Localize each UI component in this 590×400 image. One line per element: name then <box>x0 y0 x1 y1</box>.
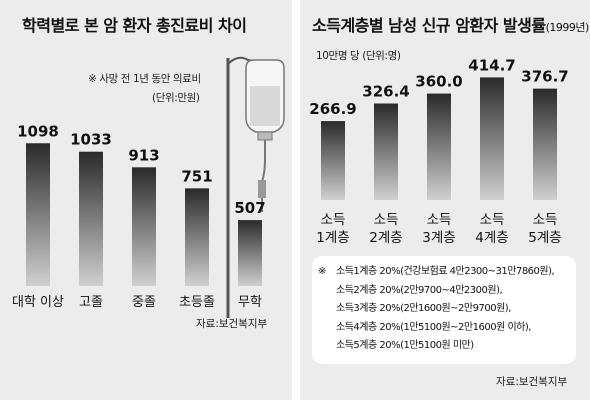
right-chart-bar <box>427 93 451 200</box>
legend-line: 소득4계층 20%(1만5100원~2만1600원 이하), <box>318 319 572 338</box>
left-panel: 학력별로 본 암 환자 총진료비 차이 ※ 사망 전 1년 동안 의료비 (단위… <box>0 0 292 400</box>
legend-line: 소득2계층 20%(2만9700~4만2300원), <box>318 282 572 301</box>
left-chart-bar <box>132 167 156 286</box>
left-chart-bar <box>26 143 50 286</box>
right-chart-bar <box>321 121 345 200</box>
right-chart-category-label: 소득 <box>321 212 346 228</box>
left-chart-title: 학력별로 본 암 환자 총진료비 차이 <box>22 16 247 35</box>
right-panel: 소득계층별 남성 신규 암환자 발생률(1999년) 10만명 당 (단위:명)… <box>300 0 590 400</box>
left-chart-category-label: 대학 이상 <box>12 295 64 310</box>
right-chart-title-text: 소득계층별 남성 신규 암환자 발생률 <box>312 16 546 35</box>
right-chart-bar <box>480 77 504 200</box>
legend-prefix: ※ <box>318 266 326 277</box>
legend-text: 소득3계층 20%(2만1600원~2만9700원), <box>336 303 511 314</box>
income-bracket-legend: ※ 소득1계층 20%(건강보험료 4만2300~31만7860원), 소득2계층… <box>312 256 576 364</box>
right-bar-chart: 266.9 소득 1계층 326.4 소득 2계층 360.0 소득 3계층 414.7 소득 4계층… <box>309 56 568 246</box>
right-chart-title: 소득계층별 남성 신규 암환자 발생률(1999년) <box>312 12 589 36</box>
right-chart-category-label: 소득 <box>374 212 399 228</box>
left-chart-bar <box>79 151 103 286</box>
legend-line: 소득5계층 20%(1만5100원 미만) <box>318 337 572 356</box>
legend-line: ※ 소득1계층 20%(건강보험료 4만2300~31만7860원), <box>318 263 572 282</box>
left-bar-chart: 1098 대학 이상 1033 고졸 913 중졸 751 초등졸 507 무학 <box>12 122 266 310</box>
right-chart-title-year: (1999년) <box>545 21 590 34</box>
right-chart-bar <box>374 103 398 200</box>
left-chart-value-label: 1033 <box>70 131 112 149</box>
left-chart-source: 자료:보건복지부 <box>196 318 268 330</box>
right-chart-value-label: 266.9 <box>309 100 356 118</box>
legend-text: 소득2계층 20%(2만9700~4만2300원), <box>336 284 503 296</box>
legend-line: 소득3계층 20%(2만1600원~2만9700원), <box>318 300 572 319</box>
right-chart-source: 자료:보건복지부 <box>496 376 568 388</box>
legend-text: 소득5계층 20%(1만5100원 미만) <box>336 340 474 351</box>
panel-divider <box>292 0 300 400</box>
right-chart-unit: 10만명 당 (단위:명) <box>316 50 401 62</box>
right-chart-category-label: 3계층 <box>422 230 455 246</box>
right-chart-value-label: 414.7 <box>468 56 515 74</box>
right-chart-category-label: 소득 <box>533 212 558 228</box>
right-chart-category-label: 소득 <box>480 212 505 228</box>
legend-text: 소득4계층 20%(1만5100원~2만1600원 이하), <box>336 321 531 333</box>
left-chart-category-label: 초등졸 <box>179 295 215 310</box>
right-chart-bar <box>533 88 557 200</box>
left-chart-value-label: 507 <box>234 199 265 217</box>
right-chart-category-label: 4계층 <box>475 230 508 246</box>
right-chart-category-label: 1계층 <box>316 230 349 246</box>
left-chart-category-label: 중졸 <box>132 295 156 310</box>
right-chart-value-label: 376.7 <box>521 68 568 86</box>
left-chart-note: ※ 사망 전 1년 동안 의료비 <box>88 73 201 85</box>
left-chart-value-label: 1098 <box>17 122 59 140</box>
left-chart-bar <box>238 220 262 286</box>
right-chart-value-label: 360.0 <box>415 73 462 91</box>
iv-hook <box>227 56 263 65</box>
right-chart-category-label: 5계층 <box>528 230 561 246</box>
left-chart-unit: (단위:만원) <box>152 92 200 104</box>
left-chart-category-label: 고졸 <box>79 295 103 310</box>
left-chart-category-label: 무학 <box>238 295 262 310</box>
right-chart-category-label: 소득 <box>427 212 452 228</box>
left-chart-value-label: 913 <box>128 146 159 164</box>
legend-text: 소득1계층 20%(건강보험료 4만2300~31만7860원), <box>336 266 555 277</box>
left-chart-value-label: 751 <box>181 167 212 185</box>
right-chart-value-label: 326.4 <box>362 82 409 100</box>
right-chart-category-label: 2계층 <box>369 230 402 246</box>
iv-bag-shape <box>245 59 285 212</box>
iv-drip-illustration <box>226 56 285 318</box>
left-chart-bar <box>185 188 209 286</box>
